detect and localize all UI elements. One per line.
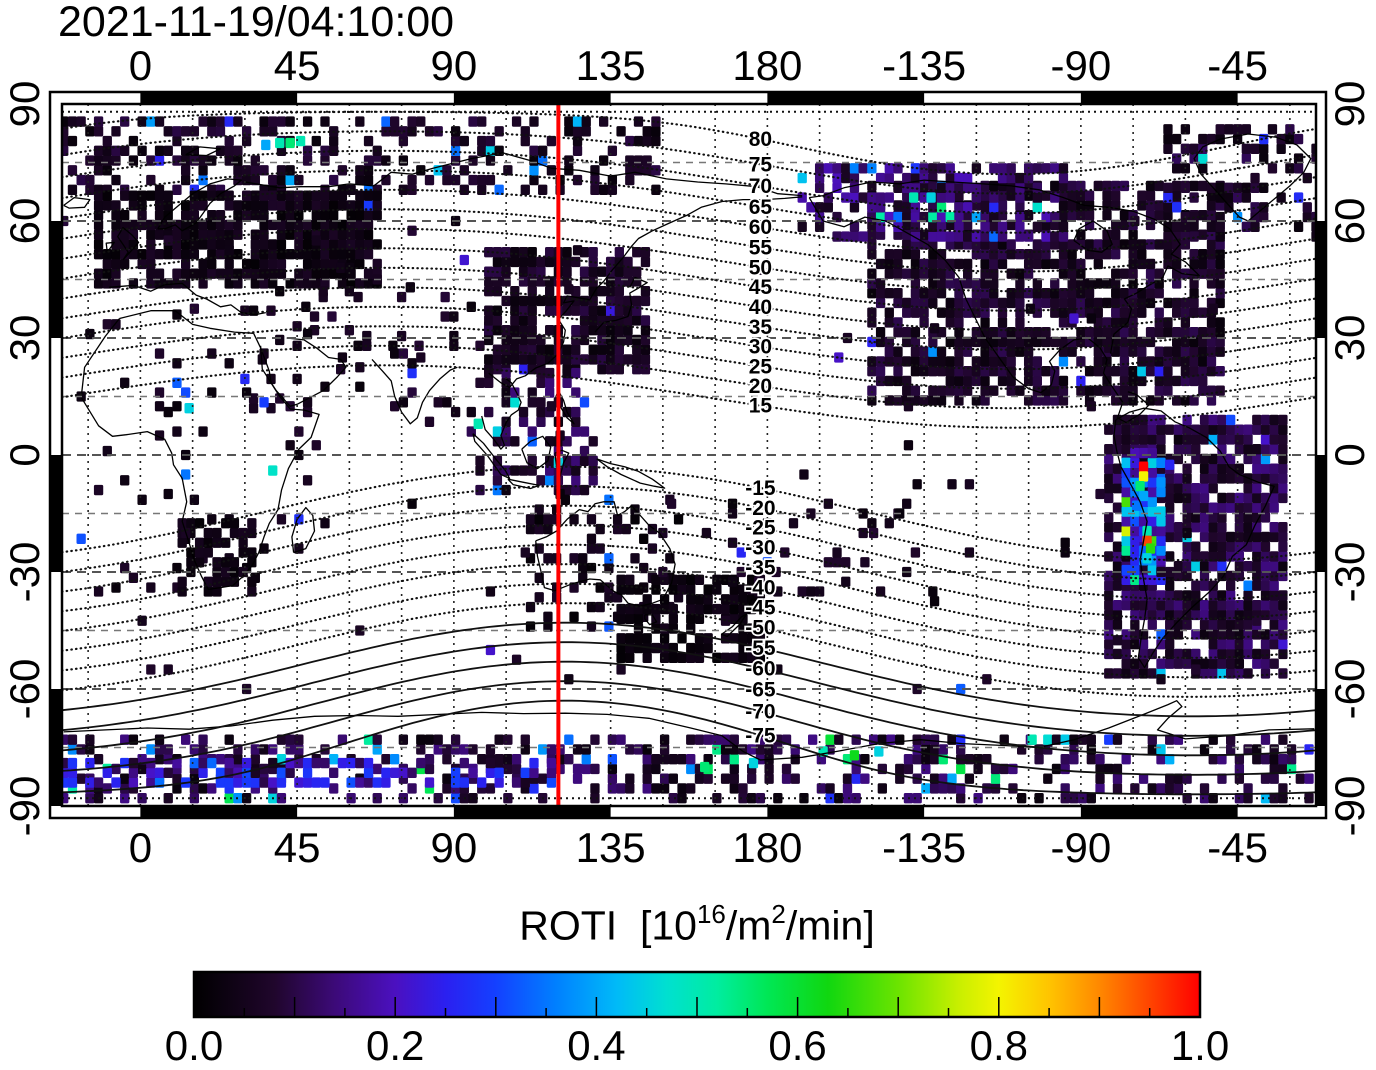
magnetic-latitude-label: -65	[745, 679, 776, 702]
plot-title: 2021-11-19/04:10:00	[58, 0, 455, 46]
colorbar-tick-0.8: 0.8	[969, 1022, 1028, 1069]
lat-tick-left-0: 0	[1, 443, 48, 467]
magnetic-latitude-label: 35	[749, 316, 773, 339]
lat-tick-left-60: 60	[1, 197, 48, 245]
magnetic-latitude-label: 75	[749, 153, 773, 176]
lat-tick-right--30: -30	[1326, 541, 1373, 603]
lat-tick-right-0: 0	[1326, 443, 1373, 467]
lat-tick-left--90: -90	[1, 775, 48, 837]
magnetic-latitude-label: 45	[749, 276, 773, 299]
magnetic-latitude-label: -50	[745, 617, 775, 640]
lon-tick-top-135: 135	[575, 42, 646, 89]
lon-tick-top--135: -135	[882, 42, 967, 89]
colorbar-title-exponent2: 2	[771, 899, 786, 929]
colorbar-title: ROTI [1016/m2/min]	[194, 899, 1200, 950]
colorbar-tick-0.2: 0.2	[365, 1022, 425, 1069]
lon-tick-bottom-90: 90	[430, 824, 478, 871]
lon-tick-top-0: 0	[128, 42, 153, 89]
lat-tick-left--30: -30	[1, 541, 48, 603]
magnetic-latitude-label: 25	[749, 355, 773, 378]
lat-tick-left--60: -60	[1, 658, 48, 720]
colorbar	[192, 970, 1202, 1019]
magnetic-latitude-label: -45	[745, 596, 776, 619]
colorbar-tick-1.0: 1.0	[1170, 1022, 1230, 1069]
magnetic-latitude-label: -35	[745, 556, 776, 579]
magnetic-latitude-label: 15	[749, 395, 773, 418]
lon-tick-top-90: 90	[430, 42, 478, 89]
magnetic-latitude-label: 40	[749, 296, 772, 319]
magnetic-latitude-label: 20	[749, 375, 772, 398]
magnetic-latitude-label: -30	[745, 537, 775, 560]
magnetic-latitude-label: 30	[749, 336, 772, 359]
magnetic-latitude-label: 50	[749, 256, 772, 279]
magnetic-latitude-label: -75	[745, 724, 776, 747]
magnetic-latitude-label: -55	[745, 637, 776, 660]
lon-tick-top--45: -45	[1207, 42, 1268, 89]
colorbar-tick-0.0: 0.0	[164, 1022, 224, 1069]
map-frame	[48, 90, 1328, 820]
lat-tick-right-30: 30	[1326, 314, 1373, 362]
lat-tick-right--90: -90	[1326, 775, 1373, 837]
lon-tick-bottom-0: 0	[128, 824, 153, 871]
colorbar-tick-0.6: 0.6	[768, 1022, 827, 1069]
lat-tick-right--60: -60	[1326, 658, 1373, 720]
lon-tick-top-45: 45	[273, 42, 321, 89]
magnetic-latitude-label: -25	[745, 517, 776, 540]
magnetic-latitude-label: -60	[745, 658, 775, 681]
lon-tick-bottom--135: -135	[882, 824, 967, 871]
lon-tick-bottom-45: 45	[273, 824, 321, 871]
colorbar-title-unit-min: /min]	[785, 902, 875, 949]
lat-tick-right-60: 60	[1326, 197, 1373, 245]
magnetic-latitude-label: -40	[745, 576, 775, 599]
lon-tick-bottom-135: 135	[575, 824, 646, 871]
magnetic-latitude-contours	[62, 110, 1316, 796]
magnetic-latitude-label: -15	[745, 477, 776, 500]
lat-tick-left-30: 30	[1, 314, 48, 362]
lon-tick-top--90: -90	[1050, 42, 1112, 89]
magnetic-latitude-label: 70	[749, 175, 772, 198]
colorbar-title-text: ROTI [10	[519, 902, 697, 949]
magnetic-latitude-label: 80	[749, 128, 772, 151]
lat-tick-right-90: 90	[1326, 80, 1373, 128]
lon-tick-bottom-180: 180	[732, 824, 803, 871]
magnetic-latitude-label: 55	[749, 236, 773, 259]
magnetic-latitude-label: 60	[749, 216, 772, 239]
lon-tick-bottom--90: -90	[1050, 824, 1112, 871]
magnetic-latitude-label: -20	[745, 497, 775, 520]
colorbar-title-exponent: 16	[696, 899, 726, 929]
magnetic-latitude-label: 65	[749, 196, 773, 219]
magnetic-latitude-label: -70	[745, 701, 775, 724]
lon-tick-bottom--45: -45	[1207, 824, 1268, 871]
lat-tick-left-90: 90	[1, 80, 48, 128]
colorbar-tick-0.4: 0.4	[567, 1022, 626, 1069]
lon-tick-top-180: 180	[732, 42, 803, 89]
graticule	[62, 104, 1316, 806]
colorbar-title-unit-m: /m	[725, 902, 772, 949]
roti-data-cells	[62, 116, 1316, 804]
